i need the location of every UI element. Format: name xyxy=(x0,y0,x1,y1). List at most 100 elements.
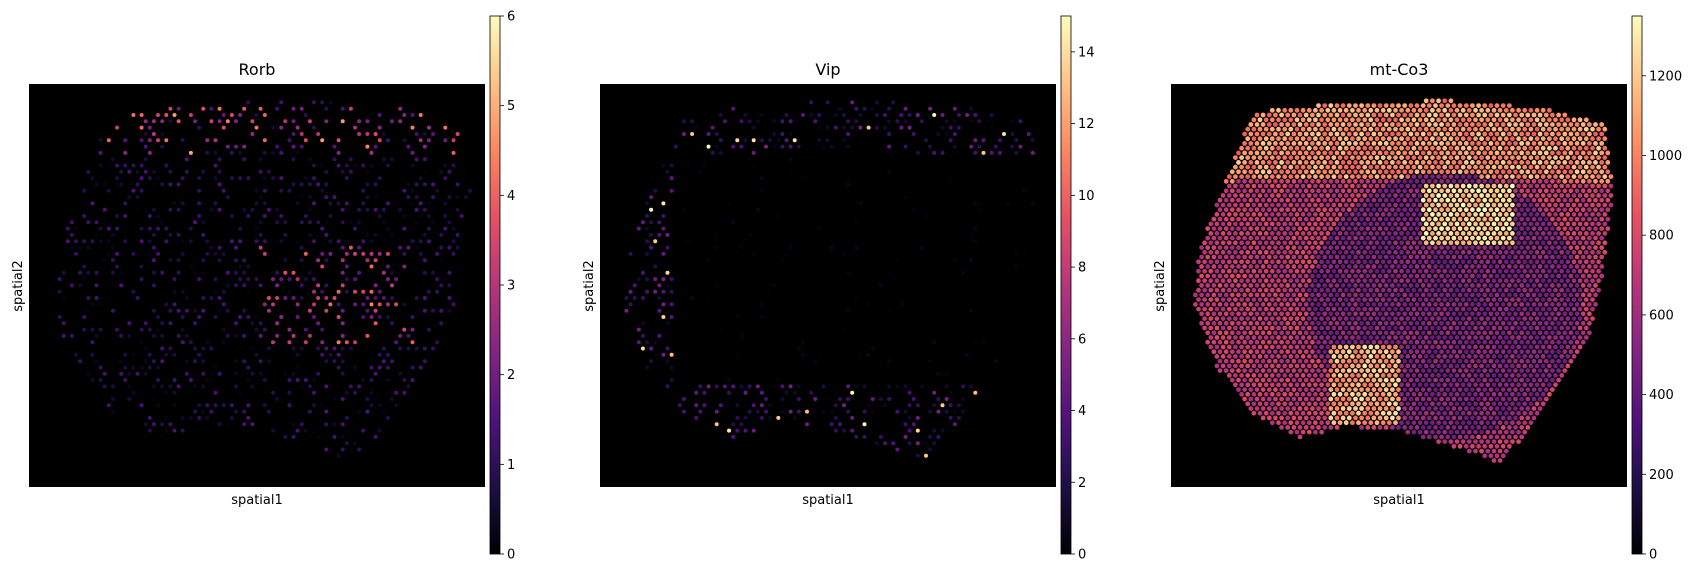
spot xyxy=(657,308,662,313)
spot xyxy=(246,176,251,181)
spot xyxy=(115,340,119,345)
spot xyxy=(1390,339,1395,345)
spot xyxy=(1528,344,1534,350)
spot xyxy=(1383,197,1389,203)
spot xyxy=(1553,164,1558,170)
spot xyxy=(1485,240,1491,246)
spot xyxy=(422,169,427,174)
spot xyxy=(1559,344,1565,350)
spot xyxy=(1442,240,1448,246)
spot xyxy=(184,169,189,174)
spot xyxy=(1260,169,1266,175)
spot xyxy=(1408,169,1414,175)
spot xyxy=(1547,202,1552,208)
spot xyxy=(1350,363,1355,369)
spot xyxy=(1359,141,1364,146)
spot xyxy=(193,308,197,313)
spot xyxy=(1340,292,1346,298)
spot xyxy=(287,277,292,282)
spot xyxy=(1463,235,1469,241)
spot xyxy=(1556,169,1561,175)
spot xyxy=(221,188,226,193)
spot xyxy=(312,214,316,218)
spot xyxy=(353,302,357,307)
spot xyxy=(862,384,867,389)
spot xyxy=(1300,325,1306,331)
spot xyxy=(1214,259,1220,265)
spot xyxy=(1279,302,1284,307)
spot xyxy=(1297,150,1303,156)
spot xyxy=(1543,216,1549,222)
spot xyxy=(1479,354,1484,359)
spot xyxy=(1451,122,1457,127)
spot xyxy=(1580,226,1586,232)
spot xyxy=(1482,273,1488,279)
spot xyxy=(1383,292,1389,298)
spot xyxy=(1423,183,1429,189)
spot xyxy=(1479,155,1484,161)
spot xyxy=(1248,254,1254,260)
spot xyxy=(1559,183,1565,189)
colorbar-tick-label: 2 xyxy=(1078,476,1086,491)
spot xyxy=(1562,292,1568,298)
spot xyxy=(1359,160,1364,165)
spot xyxy=(1574,254,1580,260)
spot xyxy=(1245,221,1251,227)
spot xyxy=(1386,335,1392,340)
spot xyxy=(1386,164,1392,170)
spot xyxy=(283,232,288,237)
spot xyxy=(1279,112,1284,118)
spot xyxy=(1580,141,1586,146)
spot xyxy=(1580,254,1586,260)
spot xyxy=(1426,283,1432,288)
spot xyxy=(1510,297,1515,302)
spot xyxy=(657,220,662,225)
spot xyxy=(1562,150,1568,156)
spot xyxy=(1276,174,1281,180)
spot xyxy=(1399,174,1404,180)
spot xyxy=(172,378,177,383)
spot xyxy=(147,214,152,218)
spot xyxy=(1460,278,1466,284)
spot xyxy=(911,397,916,401)
spot xyxy=(1420,226,1426,232)
spot xyxy=(225,270,230,275)
spot xyxy=(1433,264,1438,269)
spot xyxy=(361,302,366,307)
spot xyxy=(1463,160,1469,165)
spot xyxy=(1454,231,1460,236)
spot xyxy=(1316,283,1321,288)
spot xyxy=(813,119,818,124)
spot xyxy=(796,384,801,389)
spot xyxy=(977,119,982,124)
spot xyxy=(1396,197,1401,203)
spot xyxy=(1537,141,1543,146)
spot xyxy=(1534,145,1540,151)
spot xyxy=(1491,145,1497,151)
spot xyxy=(1550,122,1555,127)
spot xyxy=(1288,183,1294,189)
spot xyxy=(1540,240,1546,246)
spot xyxy=(242,397,247,401)
spot xyxy=(1377,103,1383,108)
spot xyxy=(398,119,403,124)
spot xyxy=(1297,169,1303,175)
spot xyxy=(373,258,378,263)
spot xyxy=(1417,174,1423,180)
spot xyxy=(1433,320,1438,326)
spot xyxy=(1568,188,1574,194)
spot xyxy=(1242,283,1247,288)
spot xyxy=(1303,339,1309,345)
spot xyxy=(357,132,362,136)
spot xyxy=(1590,164,1595,170)
spot xyxy=(266,296,271,300)
spot xyxy=(1371,292,1377,298)
spot xyxy=(291,296,296,300)
spot xyxy=(1285,131,1291,137)
spot xyxy=(1245,164,1251,170)
spot xyxy=(1494,188,1500,194)
spot xyxy=(1263,297,1269,302)
spot xyxy=(1294,363,1300,369)
spot xyxy=(1346,197,1352,203)
spot xyxy=(1500,302,1506,307)
